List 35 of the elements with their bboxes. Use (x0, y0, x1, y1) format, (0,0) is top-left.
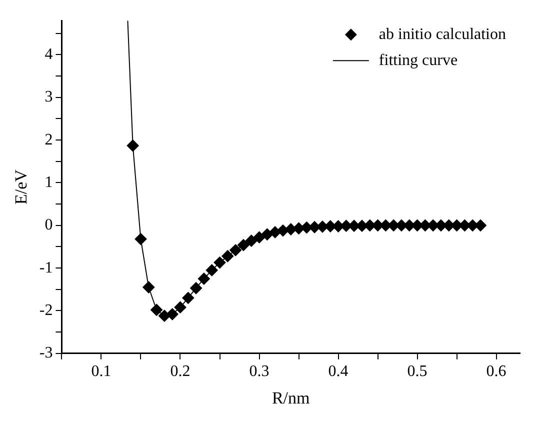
point (134, 233, 147, 246)
point (198, 272, 210, 285)
point (214, 256, 226, 269)
legend-label: ab initio calculation (378, 26, 506, 43)
x-axis-title: R/nm (272, 388, 310, 408)
point (142, 281, 155, 294)
y-tick-label: -1 (39, 259, 53, 276)
point (182, 292, 194, 304)
y-tick-label: 0 (44, 216, 53, 234)
legend-label: fitting curve (378, 52, 458, 69)
x-tick-label: 0.6 (486, 363, 506, 380)
point (237, 239, 250, 252)
y-axis-title: E/eV (12, 168, 31, 204)
y-tick-label: 1 (44, 174, 53, 191)
y-tick-label: 4 (44, 46, 53, 63)
y-tick-label: 2 (44, 131, 53, 148)
point (190, 282, 202, 294)
point (174, 301, 186, 314)
point (245, 234, 258, 247)
point (126, 140, 139, 152)
x-tick-label: 0.5 (407, 363, 428, 380)
y-tick-label: -2 (39, 302, 53, 319)
point (230, 244, 242, 256)
point (206, 264, 218, 276)
x-tick-label: 0.4 (328, 363, 348, 380)
point (222, 250, 234, 262)
point (253, 231, 266, 244)
y-tick-label: 3 (44, 88, 53, 106)
point (166, 308, 178, 320)
x-tick-label: 0.2 (170, 363, 190, 380)
y-tick-label: -3 (39, 344, 53, 362)
x-tick-label: 0.1 (91, 363, 112, 380)
x-tick-label: 0.3 (249, 363, 270, 380)
point (261, 228, 274, 240)
point (150, 304, 163, 316)
